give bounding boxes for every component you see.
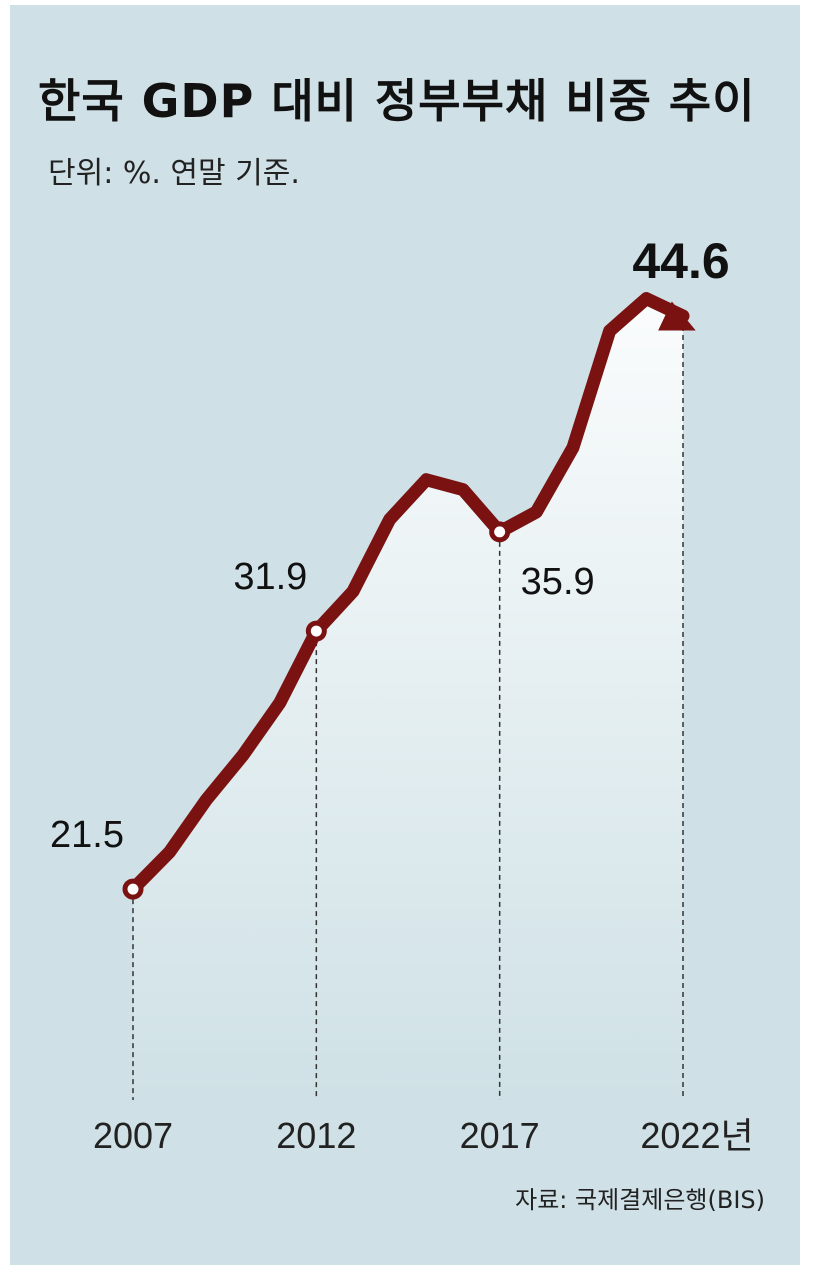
value-label: 21.5 — [50, 814, 124, 856]
value-label: 31.9 — [233, 556, 307, 598]
end-arrow — [658, 301, 696, 331]
chart-subtitle: 단위: %. 연말 기준. — [48, 156, 300, 191]
x-tick-label: 2007 — [93, 1115, 173, 1156]
value-label: 35.9 — [521, 561, 595, 603]
data-line — [126, 292, 690, 896]
point-marker — [305, 620, 327, 642]
x-tick-label: 2017 — [460, 1115, 540, 1156]
chart-title: 한국 GDP 대비 정부부채 비중 추이 — [38, 74, 756, 128]
area-fill — [133, 298, 683, 1100]
x-tick-label: 2012 — [276, 1115, 356, 1156]
value-label: 44.6 — [632, 233, 729, 289]
point-marker — [489, 521, 511, 543]
title-block: 한국 GDP 대비 정부부채 비중 추이단위: %. 연말 기준. — [38, 68, 768, 207]
point-marker — [122, 878, 144, 900]
x-tick-label: 2022년 — [640, 1115, 753, 1156]
source-note: 자료: 국제결제은행(BIS) — [515, 1186, 765, 1214]
